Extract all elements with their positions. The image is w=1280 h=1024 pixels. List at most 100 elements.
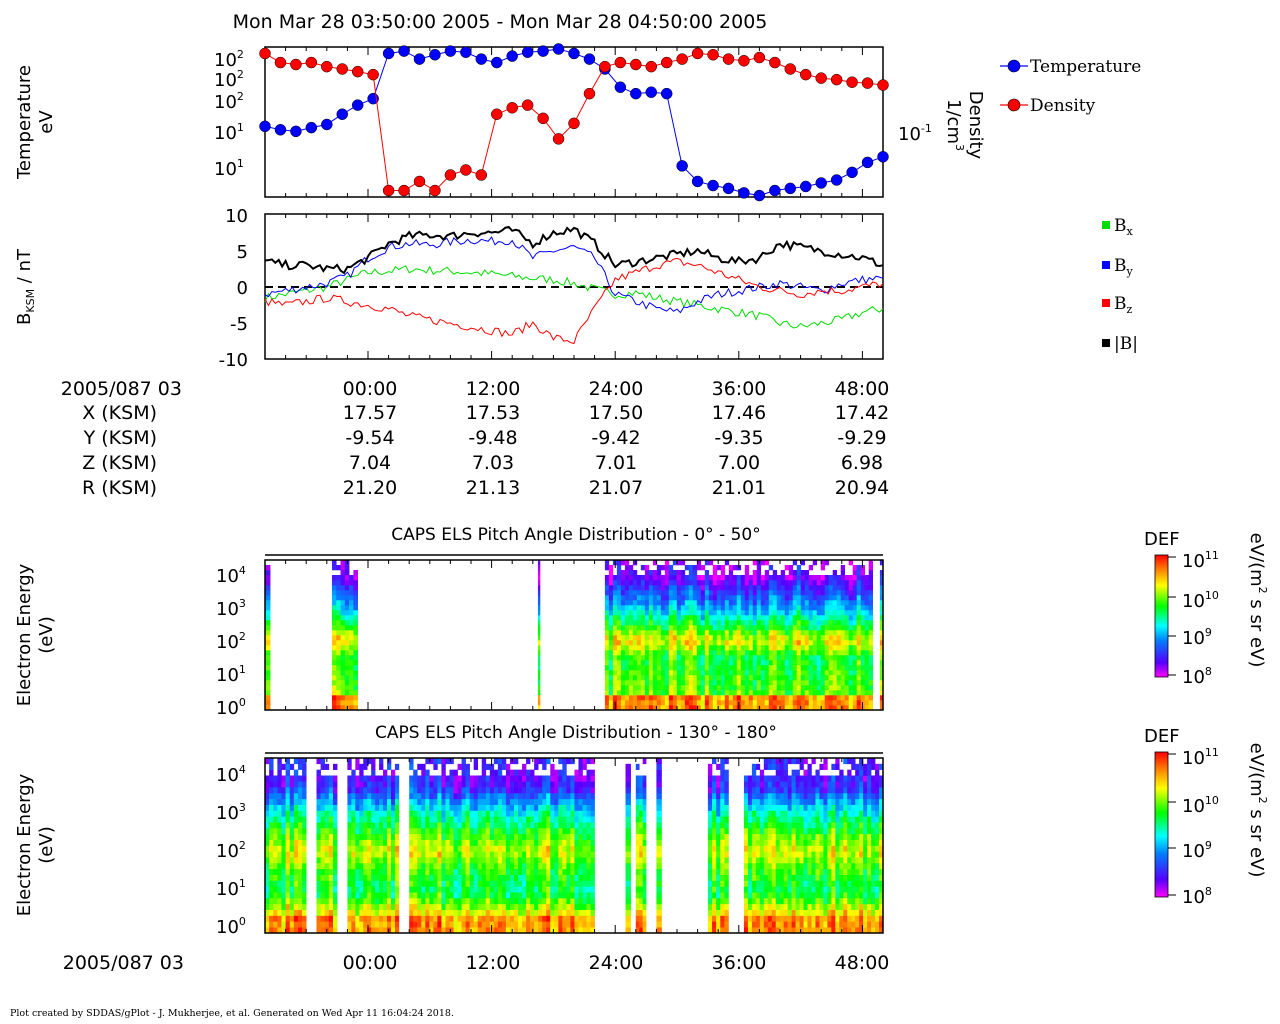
spectrogram-cell [277,798,282,805]
ephemeris-time: 24:00 [589,378,644,400]
spectrogram-cell [604,610,610,616]
spectrogram-cell [558,868,563,875]
spectrogram-cell [852,575,858,581]
spectrogram-cell [497,921,503,928]
spectrogram-cell [453,915,458,922]
spectrogram-cell [534,758,539,765]
spectrogram-cell [800,695,806,701]
density-point [769,56,781,69]
spectrogram-cell [344,610,350,616]
spectrogram-cell [546,775,551,782]
ephemeris-r-value: 21.01 [712,477,766,499]
spectrogram-cell [707,880,713,887]
spectrogram-cell [513,822,519,829]
spectrogram-cell [672,685,678,691]
spectrogram-cell [347,874,352,881]
spectrogram-cell [441,839,446,846]
spectrogram-cell [728,595,734,601]
spectrogram-cell [684,595,690,601]
spectrogram-cell [465,787,470,794]
spectrogram-cell [824,685,830,691]
spectrogram-cell [808,630,814,636]
spectrogram-cell [620,700,626,706]
spectrogram-cell [332,909,338,916]
spectrogram-cell [708,665,714,671]
spectrogram-cell [816,660,822,666]
spectrogram-cell [784,690,790,696]
spectrogram-cell [574,915,579,922]
spectrogram-cell [640,630,646,636]
spectrogram-cell [550,769,555,776]
spectrogram-cell [700,695,706,701]
temperature-tick-labels: 102 102 102 101 101 [214,48,244,180]
spectrogram-cell [473,775,479,782]
spectrogram-cell [433,903,438,910]
spectrogram-cell [732,625,738,631]
spectrogram-cell [712,570,718,576]
spectrogram-cell [281,833,286,840]
spectrogram-cell [652,645,658,651]
spectrogram-cell [293,880,299,887]
spectrogram-cell [648,610,654,616]
spectrogram-cell [277,915,282,922]
spectrogram-cell [485,880,491,887]
spectrogram-cell [676,570,682,576]
spectrogram-cell [688,605,694,611]
spectrogram-cell [780,665,786,671]
spectrogram-cell [562,822,567,829]
spectrogram-cell [453,909,458,916]
spectrogram-cell [331,575,337,581]
spectrogram-cell [743,921,749,928]
spectrogram-cell [632,635,638,641]
spectrogram-cell [740,670,746,676]
spectrogram-cell [736,650,742,656]
spectrogram-cell [836,580,842,586]
spectrogram-cell [302,793,307,800]
spectrogram-cell [542,781,547,788]
spectrogram-cell [668,630,674,636]
spectrogram-cell [387,927,392,934]
spectrogram-cell [522,833,527,840]
spectrogram-cell [756,585,762,591]
spectrogram-cell [485,810,491,817]
spectrogram-cell [542,903,547,910]
spectrogram-cell [800,590,806,596]
spectrogram-cell [868,610,873,616]
spectrogram-cell [784,670,790,676]
spectrogram-cell [836,600,842,606]
spectrogram-cell [640,575,646,581]
spectrogram-cell [879,610,884,616]
spectrogram-cell [324,798,330,805]
spectrogram-cell [331,670,337,676]
spectrogram-cell [828,695,834,701]
spectrogram-cell [707,857,713,864]
spectrogram-cell [363,927,368,934]
spectrogram-cell [764,660,770,666]
spectrogram-cell [664,665,670,671]
spectrogram-cell [340,585,346,591]
spectrogram-cell [720,804,725,811]
spectrogram-cell [612,605,618,611]
spectrogram-cell [566,845,571,852]
spectrogram-cell [616,610,622,616]
spectrogram-cell [481,781,487,788]
spectrogram-cell [273,874,278,881]
spectrogram-cell [772,600,778,606]
spectrogram-cell [688,595,694,601]
spectrogram-cell [740,610,746,616]
spectrogram-cell [509,909,515,916]
spectrogram-cell [265,640,271,646]
spectrogram-cell [546,927,551,934]
spectrogram-cell [707,839,713,846]
spectrogram-cell [747,793,753,800]
spectrogram-cell [879,570,884,576]
spectrogram-cell [676,650,682,656]
spectrogram-cell [696,580,702,586]
spectrogram-cell [578,851,583,858]
spectrogram-cell [344,580,350,586]
spectrogram-cell [852,675,858,681]
spectrogram-cell [363,839,368,846]
spectrogram-cell [612,670,618,676]
spectrogram-cell [465,816,470,823]
spectrogram-cell [748,705,754,711]
